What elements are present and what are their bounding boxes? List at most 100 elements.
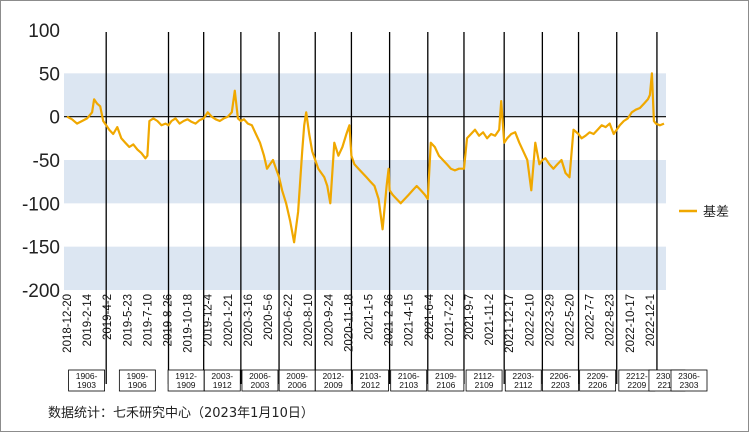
contract-label-line: 2009 xyxy=(324,380,343,390)
contract-label: 2106-2103 xyxy=(390,369,428,392)
contract-label-line: 1912 xyxy=(213,380,232,390)
y-band-0 xyxy=(64,73,666,117)
x-tick-label: 2022-3-29 xyxy=(544,294,556,346)
contract-label-line: 2206 xyxy=(588,380,607,390)
contract-label-line: 2103- xyxy=(360,371,382,381)
contract-label: 2206-2203 xyxy=(542,369,579,392)
x-tick-label: 2019-8-26 xyxy=(163,294,175,346)
contract-label-line: 2212 xyxy=(657,380,676,390)
contract-label-line: 2003- xyxy=(211,371,233,381)
contract-label: 2009-2006 xyxy=(278,369,316,392)
x-tick-label: 2020-5-6 xyxy=(263,294,275,340)
y-tick-label: -100 xyxy=(22,194,60,215)
x-tick-label: 2020-8-10 xyxy=(303,294,315,346)
x-tick-label: 2021-1-5 xyxy=(364,294,376,340)
contract-label: 2003-1912 xyxy=(203,369,241,392)
contract-label-box xyxy=(670,369,708,392)
contract-label: 2112-2109 xyxy=(465,369,503,392)
contract-label-line: 1906- xyxy=(76,371,98,381)
contract-label-line: 1906 xyxy=(128,380,147,390)
contract-label-box xyxy=(542,369,579,392)
contract-label-box xyxy=(504,369,542,392)
contract-label: 1909-1906 xyxy=(118,369,156,392)
contract-label-line: 2209- xyxy=(587,371,609,381)
contract-label-line: 1909- xyxy=(126,371,148,381)
contract-label-line: 2012 xyxy=(361,380,380,390)
contract-label: 2006-2003 xyxy=(241,369,279,392)
contract-label-line: 1912- xyxy=(175,371,197,381)
x-tick-label: 2021-12-17 xyxy=(504,294,516,353)
contract-label: 2209-2206 xyxy=(579,369,617,392)
contract-label-line: 2103 xyxy=(399,380,418,390)
contract-label-line: 2006- xyxy=(249,371,271,381)
y-tick-label: 100 xyxy=(28,21,60,42)
contract-label: 2109-2106 xyxy=(427,369,465,392)
y-tick-label: -50 xyxy=(33,151,60,172)
contract-label-line: 1909 xyxy=(177,380,196,390)
x-tick-label: 2019-5-23 xyxy=(122,294,134,346)
contract-label-line: 2112 xyxy=(514,380,533,390)
contract-label-box xyxy=(427,369,465,392)
contract-label: 1906-1903 xyxy=(68,369,105,392)
contract-label-box xyxy=(314,369,352,392)
y-band-1 xyxy=(64,160,666,204)
contract-label: 2203-2112 xyxy=(504,369,542,392)
contract-label-box xyxy=(68,369,105,392)
contract-label-line: 2106- xyxy=(398,371,420,381)
y-tick-label: -200 xyxy=(22,281,60,302)
contract-label-line: 2203- xyxy=(512,371,534,381)
contract-label-line: 2109- xyxy=(435,371,457,381)
contract-label-box xyxy=(203,369,241,392)
contract-label-line: 2206- xyxy=(550,371,572,381)
x-tick-label: 2020-3-16 xyxy=(243,294,255,346)
contract-label-box xyxy=(352,369,389,392)
x-tick-label: 2020-9-24 xyxy=(323,293,335,346)
contract-label-line: 2112- xyxy=(474,371,495,381)
contract-label: 1912-1909 xyxy=(167,369,205,392)
basis-series-line xyxy=(66,72,665,244)
contract-label-line: 2106 xyxy=(436,380,455,390)
x-tick-label: 2021-4-15 xyxy=(404,294,416,346)
x-tick-label: 2022-8-23 xyxy=(605,294,617,346)
x-tick-label: 2018-12-20 xyxy=(62,294,74,353)
x-tick-label: 2022-5-20 xyxy=(565,294,577,346)
x-tick-label: 2022-10-17 xyxy=(625,294,637,353)
contract-label: 2103-2012 xyxy=(352,369,389,392)
contract-label-box xyxy=(390,369,428,392)
contract-label-line: 2306- xyxy=(678,371,700,381)
contract-label-line: 2212- xyxy=(626,371,648,381)
x-tick-label: 2019-7-10 xyxy=(142,294,154,346)
contract-label-box xyxy=(579,369,617,392)
source-note: 数据统计：七禾研究中心（2023年1月10日） xyxy=(48,406,314,421)
x-tick-label: 2021-11-2 xyxy=(484,294,496,346)
x-tick-label: 2019-4-2 xyxy=(102,294,114,340)
x-tick-label: 2019-2-14 xyxy=(82,293,94,346)
y-band-2 xyxy=(64,246,666,290)
contract-label-box xyxy=(465,369,503,392)
x-tick-label: 2019-10-18 xyxy=(183,294,195,353)
x-tick-label: 2019-12-4 xyxy=(203,293,215,346)
contract-label-box xyxy=(241,369,279,392)
x-tick-label: 2022-12-1 xyxy=(645,294,657,346)
y-tick-label: 50 xyxy=(39,64,60,85)
x-tick-label: 2021-9-7 xyxy=(464,294,476,340)
y-tick-label: -150 xyxy=(22,238,60,259)
contract-label-line: 2303- xyxy=(656,371,678,381)
contract-label: 2012-2009 xyxy=(314,369,352,392)
contract-label-line: 2203 xyxy=(551,380,570,390)
y-tick-label: 0 xyxy=(49,108,60,129)
contract-label-line: 2012- xyxy=(322,371,344,381)
contract-label-line: 2209 xyxy=(627,380,646,390)
contract-label-line: 2003 xyxy=(250,380,269,390)
contract-label: 2306-2303 xyxy=(670,369,708,392)
x-tick-label: 2022-2-10 xyxy=(524,294,536,346)
x-tick-label: 2021-2-26 xyxy=(384,294,396,346)
contract-label-line: 1903 xyxy=(77,380,96,390)
x-tick-label: 2021-6-4 xyxy=(424,293,436,340)
contract-label-line: 2006 xyxy=(288,380,307,390)
contract-label-box xyxy=(118,369,156,392)
x-tick-label: 2022-7-7 xyxy=(585,294,597,340)
legend-label: 基差 xyxy=(703,205,729,220)
